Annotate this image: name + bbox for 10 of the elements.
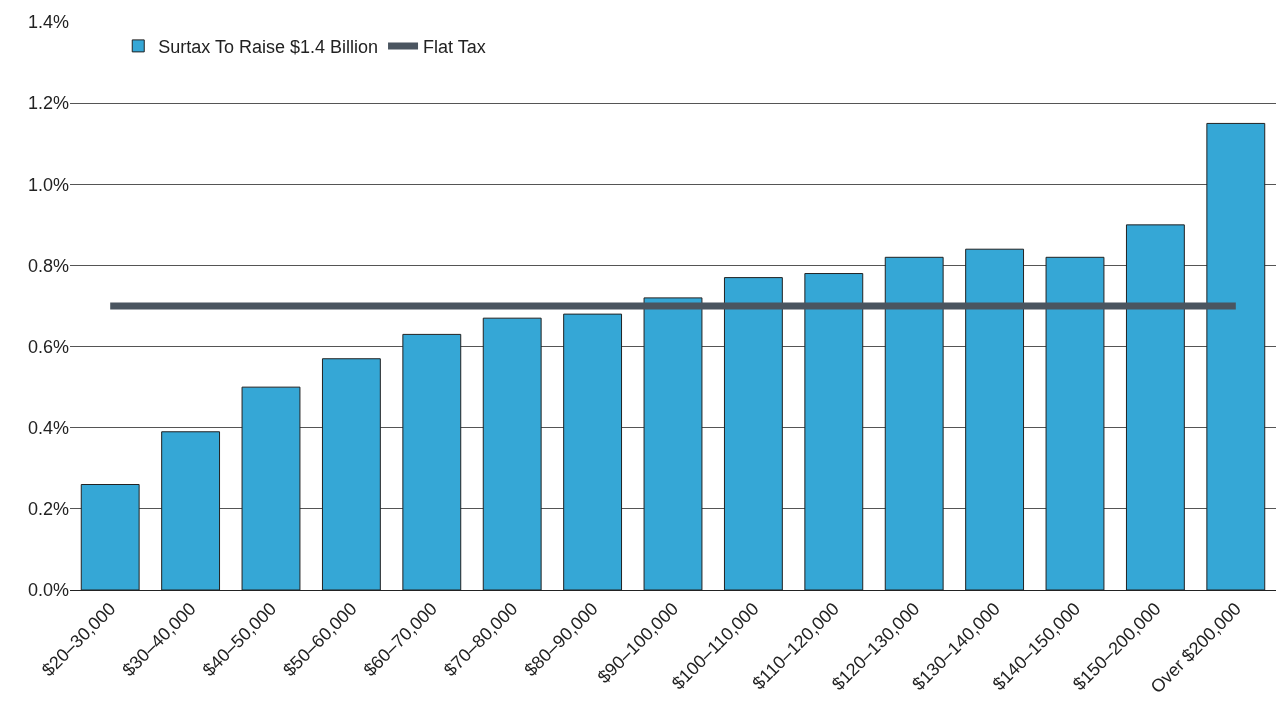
legend-label: Flat Tax — [423, 36, 486, 57]
y-tick-label: 1.0% — [27, 174, 69, 195]
y-tick-label: 0.2% — [27, 499, 69, 520]
y-tick-label: 0.0% — [27, 580, 69, 601]
y-tick-label: 0.4% — [27, 418, 69, 439]
y-tick-label: 0.8% — [27, 255, 69, 276]
y-tick-label: 1.4% — [27, 12, 69, 33]
y-tick-label: 1.2% — [27, 93, 69, 114]
legend-label: Surtax To Raise $1.4 Billion — [158, 36, 379, 57]
y-tick-label: 0.6% — [27, 336, 69, 357]
